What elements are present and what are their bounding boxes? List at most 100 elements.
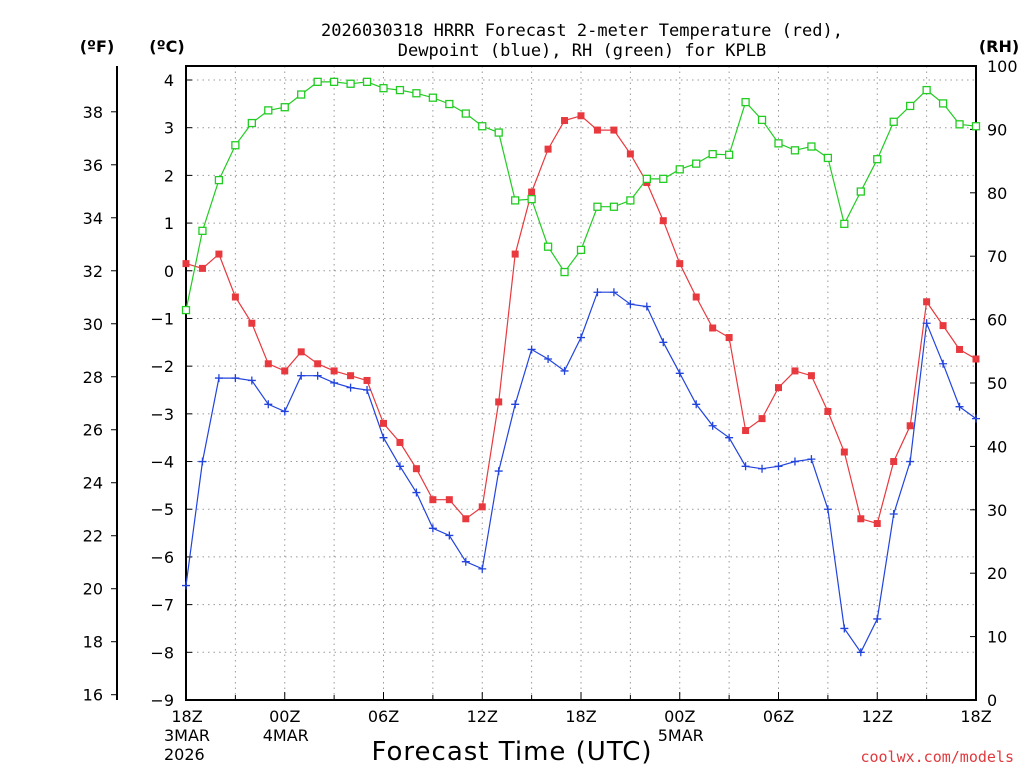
dewpoint-point <box>527 345 536 354</box>
rh-point <box>280 103 289 112</box>
fahrenheit-tick-label: 28 <box>83 368 103 387</box>
celsius-tick-label: −4 <box>150 453 174 472</box>
temperature-point <box>840 448 848 456</box>
dewpoint-point <box>922 319 931 328</box>
rh-point <box>428 93 438 102</box>
x-tick-label: 18Z <box>171 707 202 726</box>
rh-point <box>692 159 701 168</box>
rh-point <box>198 226 207 235</box>
celsius-unit-label: (ºC) <box>149 37 184 56</box>
temperature-point <box>396 438 404 446</box>
temperature-point <box>380 419 387 427</box>
rh-point <box>264 106 273 115</box>
x-tick-year-label: 2026 <box>164 745 205 764</box>
temperature-point <box>807 372 815 380</box>
rh-tick-label: 10 <box>987 628 1007 647</box>
rh-point <box>576 245 586 255</box>
rh-point <box>494 128 503 137</box>
temperature-point <box>182 260 190 268</box>
celsius-tick-label: −5 <box>150 500 174 519</box>
rh-point <box>362 77 372 86</box>
temperature-point <box>593 126 601 134</box>
rh-tick-label: 0 <box>987 691 997 710</box>
rh-point <box>971 122 981 131</box>
temperature-point <box>775 384 782 392</box>
rh-point <box>313 77 322 86</box>
rh-point <box>346 79 355 88</box>
rh-point <box>395 85 405 95</box>
temperature-point <box>347 372 355 380</box>
temperature-point <box>297 348 305 356</box>
x-tick-label: 18Z <box>960 707 991 726</box>
temperature-point <box>577 112 585 120</box>
temperature-point <box>824 407 832 415</box>
dewpoint-point <box>609 288 618 297</box>
temperature-point <box>956 345 964 353</box>
dewpoint-point <box>840 624 849 633</box>
dewpoint-point <box>774 462 783 471</box>
x-tick-date-label: 4MAR <box>263 726 309 745</box>
rh-point <box>231 141 240 150</box>
temperature-point <box>742 427 750 435</box>
rh-tick-label: 40 <box>987 437 1007 456</box>
rh-point <box>889 117 898 126</box>
dewpoint-point <box>247 376 256 385</box>
dewpoint-point <box>692 400 701 409</box>
dewpoint-point <box>494 467 503 476</box>
rh-point <box>708 149 717 159</box>
dewpoint-point <box>428 524 437 533</box>
x-axis-title: Forecast Time (UTC) <box>371 737 652 767</box>
fahrenheit-tick-label: 30 <box>83 315 103 334</box>
dewpoint-point <box>560 366 569 375</box>
dewpoint-point <box>659 338 668 347</box>
celsius-tick-label: −8 <box>150 643 174 662</box>
temperature-point <box>528 188 536 196</box>
temperature-point <box>462 515 470 523</box>
chart-title-line-1: 2026030318 HRRR Forecast 2-meter Tempera… <box>321 21 843 41</box>
dewpoint-point <box>593 288 602 297</box>
rh-point <box>659 174 668 184</box>
temperature-point <box>511 250 519 258</box>
fahrenheit-tick-label: 18 <box>83 633 103 652</box>
fahrenheit-tick-label: 16 <box>83 686 103 705</box>
rh-point <box>214 175 224 185</box>
celsius-tick-label: 4 <box>164 71 174 90</box>
rh-point <box>823 153 833 163</box>
fahrenheit-tick-label: 26 <box>83 421 103 440</box>
temperature-point <box>626 150 634 158</box>
temperature-point <box>890 458 898 466</box>
dewpoint-point <box>758 464 767 473</box>
data-series <box>181 77 981 657</box>
dewpoint-point <box>412 488 421 497</box>
temperature-point <box>445 496 453 504</box>
dewpoint-point <box>511 400 520 409</box>
celsius-tick-label: 0 <box>164 262 174 281</box>
temperature-point <box>906 422 914 430</box>
rh-point <box>478 122 487 131</box>
celsius-tick-label: −6 <box>150 548 174 567</box>
rh-unit-label: (RH) <box>979 37 1019 56</box>
dewpoint-point <box>741 462 750 471</box>
rh-tick-label: 80 <box>987 184 1007 203</box>
rh-point <box>922 85 931 95</box>
dewpoint-point <box>478 564 487 573</box>
rh-point <box>329 77 339 86</box>
temperature-point <box>857 515 865 523</box>
dewpoint-point <box>395 462 404 471</box>
dewpoint-point <box>642 302 651 311</box>
temperature-point <box>330 367 338 375</box>
dewpoint-point <box>807 455 816 464</box>
fahrenheit-tick-label: 22 <box>83 527 103 546</box>
rh-point <box>757 115 767 125</box>
temperature-point <box>676 260 684 268</box>
fahrenheit-tick-label: 36 <box>83 156 103 175</box>
temperature-point <box>412 465 420 473</box>
fahrenheit-tick-label: 34 <box>83 209 103 228</box>
celsius-tick-label: 2 <box>164 166 174 185</box>
temperature-point <box>231 293 239 301</box>
dewpoint-point <box>790 457 799 466</box>
dewpoint-point <box>626 300 635 309</box>
dewpoint-point <box>939 359 948 368</box>
celsius-tick-label: −7 <box>150 596 174 615</box>
rh-point <box>642 174 651 184</box>
